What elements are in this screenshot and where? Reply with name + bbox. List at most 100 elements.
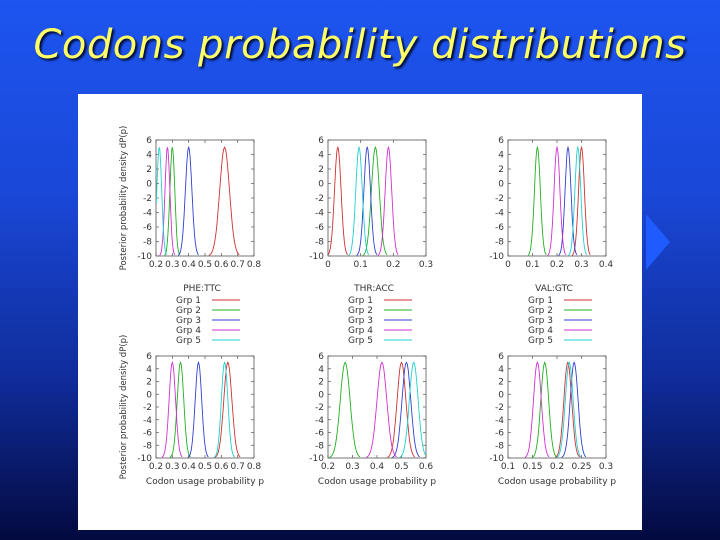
panel-title: THR:ACC: [353, 284, 394, 294]
series-curve: [568, 145, 588, 256]
y-tick-label: 2: [146, 165, 152, 175]
x-tick-label: 0.6: [214, 462, 229, 472]
y-tick-label: -8: [143, 441, 152, 451]
series-curve: [571, 145, 591, 256]
legend-entry: Grp 4: [176, 326, 201, 336]
y-tick-label: -4: [143, 209, 152, 219]
y-axis-label: Posterior probability density dP(p): [119, 335, 129, 480]
x-tick-label: 0.3: [599, 462, 613, 472]
legend-entry: Grp 5: [348, 336, 373, 346]
x-tick-label: 0: [505, 260, 511, 270]
y-tick-label: 2: [318, 378, 324, 388]
y-tick-label: 0: [318, 390, 324, 400]
y-tick-label: 2: [318, 165, 324, 175]
y-axis-label: Posterior probability density dP(p): [119, 126, 129, 271]
legend-entry: Grp 4: [348, 326, 373, 336]
series-curve: [356, 145, 378, 256]
y-tick-label: -10: [489, 454, 504, 464]
series-curve: [527, 145, 547, 256]
y-tick-label: 4: [498, 151, 504, 161]
y-tick-label: -2: [495, 194, 504, 204]
x-tick-label: 0.3: [165, 462, 179, 472]
x-tick-label: 0.15: [522, 462, 542, 472]
series-curve: [187, 361, 209, 458]
y-tick-label: -6: [315, 429, 324, 439]
series-curve: [524, 361, 550, 458]
y-tick-label: -2: [143, 403, 152, 413]
legend-entry: Grp 3: [528, 316, 553, 326]
y-tick-label: -8: [495, 238, 504, 248]
x-tick-label: 0.4: [182, 260, 197, 270]
series-curve: [377, 145, 399, 256]
legend-entry: Grp 1: [348, 296, 373, 306]
legend-entry: Grp 2: [176, 306, 201, 316]
x-tick-label: 0.5: [198, 462, 212, 472]
y-tick-label: 0: [498, 390, 504, 400]
series-curve: [329, 361, 361, 458]
x-tick-label: 0.8: [247, 260, 262, 270]
x-tick-label: 0.4: [599, 260, 614, 270]
series-curve: [169, 361, 191, 458]
legend-entry: Grp 4: [528, 326, 553, 336]
legend-entry: Grp 3: [176, 316, 201, 326]
x-tick-label: 0.25: [571, 462, 591, 472]
y-tick-label: 4: [146, 365, 152, 375]
slide-arrow-decoration: [646, 214, 670, 270]
y-tick-label: 6: [498, 136, 504, 146]
series-curve: [365, 361, 397, 458]
y-tick-label: -10: [137, 454, 152, 464]
x-tick-label: 0.3: [165, 260, 179, 270]
y-tick-label: -8: [143, 238, 152, 248]
y-tick-label: -4: [495, 416, 504, 426]
plot-frame: [507, 355, 607, 459]
series-curve: [558, 145, 578, 256]
y-tick-label: -8: [315, 238, 324, 248]
series-curve: [387, 361, 415, 458]
y-tick-label: -2: [315, 194, 324, 204]
y-tick-label: 0: [318, 180, 324, 190]
legend-entry: Grp 5: [528, 336, 553, 346]
series-curve: [554, 361, 580, 458]
x-tick-label: 0.4: [370, 462, 385, 472]
series-curve: [159, 147, 176, 256]
legend-entry: Grp 2: [528, 306, 553, 316]
y-tick-label: 6: [498, 352, 504, 362]
x-tick-label: 0.7: [231, 260, 245, 270]
legend-entry: Grp 5: [176, 336, 201, 346]
x-tick-label: 0.3: [419, 260, 433, 270]
x-tick-label: 0.1: [525, 260, 539, 270]
y-tick-label: 4: [318, 151, 324, 161]
y-tick-label: -2: [143, 194, 152, 204]
x-tick-label: 0.3: [345, 462, 359, 472]
y-tick-label: 4: [498, 365, 504, 375]
x-axis-label: Codon usage probability p: [146, 477, 264, 487]
y-tick-label: -8: [315, 441, 324, 451]
series-curve: [362, 146, 388, 256]
legend-entry: Grp 1: [176, 296, 201, 306]
x-tick-label: 0.8: [247, 462, 262, 472]
y-tick-label: -8: [495, 441, 504, 451]
y-tick-label: 2: [498, 165, 504, 175]
legend-entry: Grp 2: [348, 306, 373, 316]
x-tick-label: 0.4: [182, 462, 197, 472]
x-tick-label: 0.6: [419, 462, 434, 472]
plot-frame: [155, 139, 255, 257]
y-tick-label: 0: [498, 180, 504, 190]
y-tick-label: 6: [318, 352, 324, 362]
y-tick-label: -2: [315, 403, 324, 413]
y-tick-label: -2: [495, 403, 504, 413]
y-tick-label: -10: [309, 252, 324, 262]
x-tick-label: 0.2: [386, 260, 400, 270]
x-tick-label: 0.7: [231, 462, 245, 472]
x-tick-label: 0: [325, 260, 331, 270]
panel-title: PHE:TTC: [183, 284, 221, 294]
y-tick-label: -10: [137, 252, 152, 262]
y-tick-label: -4: [495, 209, 504, 219]
legend-entry: Grp 3: [348, 316, 373, 326]
x-tick-label: 0.6: [214, 260, 229, 270]
y-tick-label: 6: [146, 352, 152, 362]
y-tick-label: 6: [318, 136, 324, 146]
series-curve: [399, 361, 426, 458]
panel-title: VAL:GTC: [535, 284, 573, 294]
